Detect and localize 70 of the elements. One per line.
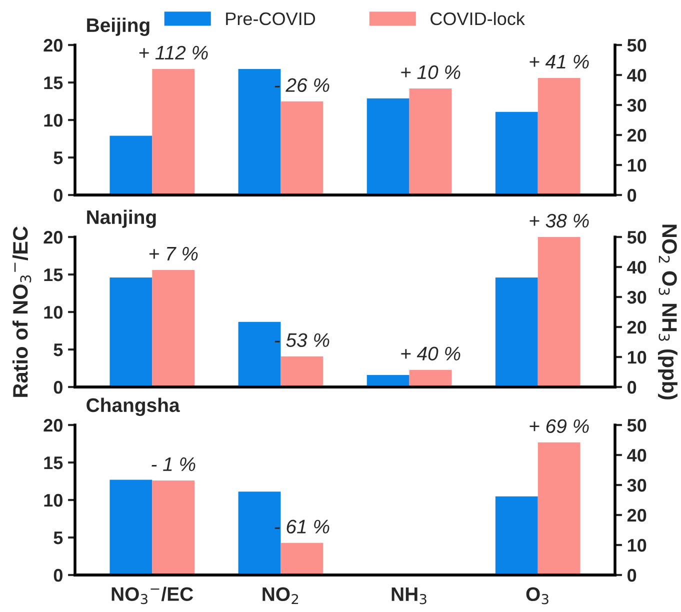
bar: [495, 112, 538, 195]
y-tick-label: 5: [54, 344, 63, 356]
y2-tick-label: 30: [627, 478, 646, 492]
y-tick-label: 10: [44, 306, 62, 319]
bar: [238, 69, 281, 195]
y2-axis-title: NO$_{2}$ O$_{3}$ NH$_{3}$ (ppb): [658, 224, 678, 400]
annotation: + 41 %: [530, 54, 589, 69]
y2-tick-label: 30: [627, 290, 646, 304]
bar: [409, 88, 452, 195]
bar: [495, 278, 538, 387]
y2-tick-label: 0: [628, 568, 636, 582]
bar: [538, 78, 580, 195]
y-tick-label: 0: [54, 188, 62, 202]
bar: [495, 496, 538, 575]
annotation: + 40 %: [401, 346, 460, 360]
y2-tick-label: 0: [628, 188, 636, 202]
y-tick-label: 15: [44, 76, 63, 90]
y-tick-label: 5: [54, 152, 63, 164]
y-tick-label: 20: [44, 230, 62, 244]
y2-tick-label: 10: [628, 538, 646, 552]
y2-tick-label: 20: [627, 508, 646, 522]
y-tick-label: 15: [44, 456, 63, 470]
text: + 38 %: [530, 214, 589, 228]
bar: [538, 442, 580, 575]
bar: [238, 492, 281, 575]
y-tick-label: 20: [44, 38, 62, 52]
y2-tick-label: 50: [627, 418, 646, 432]
y2-tick-label: 40: [627, 448, 646, 462]
y2-tick-label: 30: [627, 98, 646, 112]
y-tick-label: 10: [44, 494, 62, 507]
chart-title: Beijing: [87, 18, 150, 36]
y2-tick-label: 20: [627, 128, 646, 142]
y2-tick-label: 0: [628, 380, 636, 394]
y-tick-label: 10: [44, 114, 62, 127]
bar: [280, 542, 324, 575]
chart-title: Changsha: [86, 398, 180, 416]
y2-tick-label: 40: [627, 260, 646, 274]
bar: [538, 237, 580, 387]
y2-tick-label: 10: [628, 158, 646, 172]
y-tick-label: 20: [44, 418, 62, 432]
y2-tick-label: 50: [627, 38, 646, 52]
legend-label: COVID-lock: [430, 12, 525, 26]
x-tick-label: NO$_{3}$$^{−}$/EC: [112, 586, 194, 604]
y2-tick-label: 40: [627, 68, 646, 82]
bar: [280, 356, 324, 387]
annotation: - 53 %: [274, 333, 330, 347]
y-axis-title: Ratio of NO$_{3}$$^{−}$/EC: [12, 226, 32, 397]
annotation: + 7 %: [149, 246, 198, 261]
annotation: + 10 %: [401, 65, 460, 80]
x-tick-label: NH$_{3}$: [392, 587, 426, 604]
chart-title: Nanjing: [87, 210, 156, 228]
y2-tick-label: 20: [627, 320, 646, 334]
bar: [280, 101, 324, 195]
y-tick-label: 0: [54, 568, 62, 582]
y-tick-label: 0: [54, 380, 62, 394]
y-tick-label: 15: [44, 268, 63, 282]
annotation: - 1 %: [152, 457, 196, 472]
annotation: + 112 %: [139, 46, 208, 60]
legend-label: Pre-COVID: [226, 12, 316, 26]
y2-tick-label: 50: [627, 230, 646, 244]
x-tick-label: NO$_{2}$: [262, 587, 298, 604]
y2-tick-label: 10: [628, 350, 646, 364]
annotation: - 61 %: [274, 520, 330, 534]
annotation: - 26 %: [274, 78, 330, 92]
bar: [366, 98, 410, 195]
y-tick-label: 5: [54, 532, 63, 544]
x-tick-label: O$_{3}$: [526, 587, 548, 604]
bar: [238, 322, 281, 387]
annotation: + 69 %: [530, 419, 589, 433]
bar: [409, 370, 452, 387]
